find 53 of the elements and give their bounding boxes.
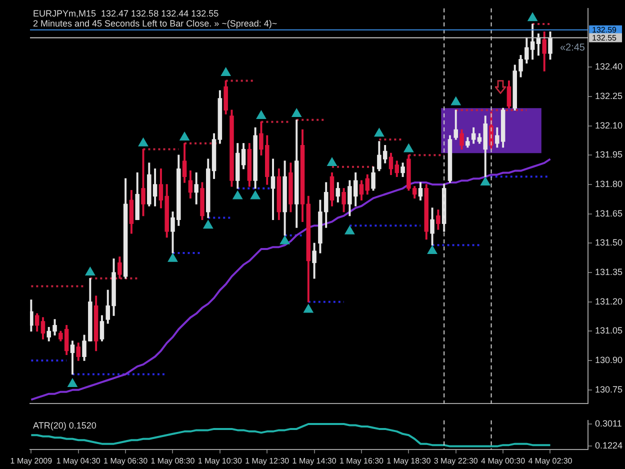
point (280, 236, 290, 244)
x-tick-label: 1 May 2009 (10, 456, 53, 466)
x-tick-label: 1 May 12:30 (245, 456, 290, 466)
y-tick-label: 131.80 (595, 178, 623, 189)
point (404, 144, 414, 152)
y-tick-label: 132.10 (595, 120, 623, 130)
y-tick-label: 131.05 (595, 326, 623, 336)
x-tick-label: 1 May 04:30 (56, 456, 101, 466)
point (344, 226, 355, 234)
point (327, 157, 337, 166)
x-tick-label: 1 May 08:30 (150, 456, 196, 466)
y-tick-label: 0.3011 (595, 418, 622, 428)
text: «2:45 (560, 42, 586, 54)
point (256, 110, 266, 120)
y-tick-label: 0.1224 (595, 440, 623, 450)
point (250, 190, 260, 200)
y-tick-label: 131.20 (595, 296, 623, 306)
x-tick-label: 1 May 06:30 (104, 456, 148, 466)
point (85, 267, 95, 276)
point (292, 108, 302, 118)
x-tick-label: 1 May 16:30 (339, 456, 384, 466)
y-tick-label: 130.75 (595, 384, 623, 394)
text: 2 Minutes and 45 Seconds Left to Bar Close. » ~(Spread: 4)~ (33, 18, 278, 28)
x-tick-label: 1 May 14:30 (292, 456, 337, 466)
x-tick-label: 3 May 22:30 (434, 456, 478, 466)
x-tick-label: 1 May 18:30 (386, 456, 432, 466)
x-tick-label: 1 May 10:30 (198, 456, 242, 466)
y-tick-label: 132.40 (595, 62, 623, 72)
point (180, 132, 190, 141)
point (168, 253, 178, 262)
y-tick-label: 131.65 (595, 208, 623, 218)
point (528, 12, 538, 22)
y-tick-label: 131.95 (595, 150, 623, 160)
point (427, 246, 438, 254)
point (68, 378, 78, 388)
point (203, 220, 213, 229)
ref-line-label: 132.55 (592, 33, 618, 42)
y-tick-label: 131.35 (595, 267, 623, 278)
x-tick-label: 4 May 02:30 (528, 456, 573, 466)
y-tick-label: 130.90 (595, 355, 623, 366)
y-tick-label: 131.50 (595, 238, 623, 248)
chart-title: EURJPYm,M15 132.47 132.58 132.44 132.55 (33, 8, 219, 18)
point (304, 304, 314, 313)
point (451, 96, 461, 106)
point (374, 128, 384, 137)
point (232, 190, 242, 200)
point (480, 177, 490, 186)
point (221, 67, 231, 76)
point (138, 138, 148, 146)
x-tick-label: 4 May 00:30 (481, 456, 526, 466)
ref-line-label: 132.59 (592, 26, 618, 35)
y-tick-label: 132.25 (595, 90, 623, 101)
chart-title: ATR(20) 0.1520 (33, 420, 96, 430)
